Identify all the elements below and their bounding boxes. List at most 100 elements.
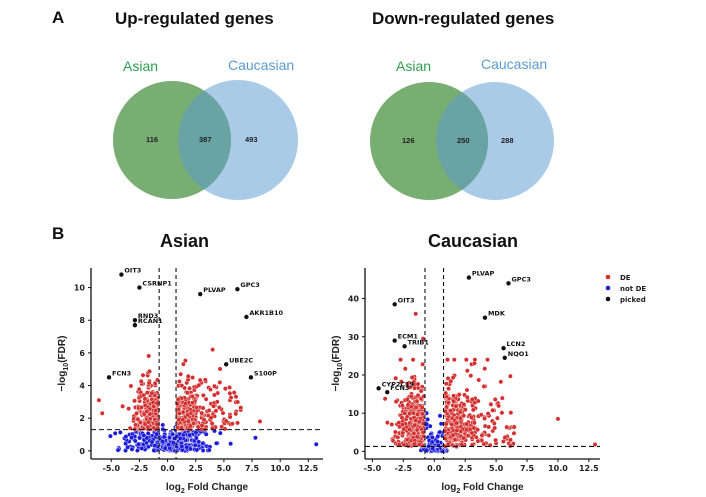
data-point-de [175, 397, 181, 402]
data-point-de [150, 399, 156, 405]
data-point-de [414, 398, 420, 404]
data-point-de [211, 403, 216, 409]
data-point-de [220, 410, 226, 416]
data-point-de [208, 387, 213, 392]
data-point-de [384, 420, 390, 426]
data-point-de [413, 311, 419, 317]
data-point-not-de [192, 442, 198, 448]
y-tick-label: 10 [74, 284, 86, 293]
gene-label: CSRNP1 [142, 280, 172, 288]
data-point-de [419, 405, 425, 410]
x-tick-label: 10.0 [548, 464, 568, 473]
data-point-de [154, 400, 160, 406]
data-point-de [209, 420, 215, 426]
data-point-not-de [136, 441, 141, 447]
legend-marker-picked [605, 296, 611, 302]
x-tick-label: 0.0 [160, 464, 175, 473]
data-point-de [176, 407, 182, 412]
x-tick-label: 7.5 [520, 464, 535, 473]
data-point-not-de [125, 444, 131, 450]
data-point-de [469, 415, 474, 420]
data-point-de [482, 416, 488, 421]
picked-point [482, 315, 488, 320]
venn-down-intersection: 250 [457, 136, 470, 145]
data-point-de [492, 425, 498, 431]
data-point-de [413, 405, 419, 410]
data-point-de [233, 411, 239, 417]
gene-label: UBE2C [229, 356, 253, 364]
data-point-not-de [253, 435, 258, 441]
data-point-not-de [145, 430, 151, 436]
gene-label: OIT3 [124, 267, 141, 275]
data-point-de [486, 424, 492, 430]
data-point-de [408, 393, 414, 399]
data-point-not-de [154, 431, 160, 437]
data-point-de [185, 418, 191, 424]
data-point-de [183, 401, 189, 406]
data-point-de [229, 421, 235, 427]
data-point-de [144, 390, 150, 396]
data-point-de [228, 395, 234, 400]
data-point-de [476, 377, 482, 383]
y-axis-label: −log10(FDR) [57, 336, 70, 392]
data-point-de [494, 415, 500, 421]
data-point-de [139, 405, 144, 410]
data-point-de [144, 409, 150, 414]
venn-down-overlap [436, 92, 488, 190]
y-tick-label: 4 [79, 382, 85, 391]
volcano-caucasian-title: Caucasian [428, 231, 519, 251]
data-point-not-de [187, 432, 193, 438]
y-tick-label: 20 [348, 371, 360, 380]
panel-a-label: A [52, 8, 65, 27]
legend: DE not DE picked [605, 274, 646, 304]
data-point-de [555, 416, 561, 422]
data-point-de [450, 375, 456, 380]
gene-label: CYP2C19 [382, 380, 415, 388]
x-tick-label: 12.5 [579, 464, 599, 473]
data-point-de [496, 403, 502, 409]
data-point-de [389, 422, 395, 427]
data-point-de [202, 377, 208, 383]
x-axis-label: log2 Fold Change [166, 482, 249, 495]
data-point-de [408, 404, 414, 410]
y-tick-label: 30 [348, 333, 360, 342]
data-point-de [481, 441, 487, 447]
data-point-de [223, 418, 229, 424]
venn-up-regulated: Asian Caucasian 116 387 493 [113, 57, 298, 200]
data-point-not-de [206, 447, 212, 453]
data-point-de [454, 427, 460, 433]
data-point-de [217, 366, 223, 372]
legend-label: picked [620, 296, 646, 304]
data-point-de [153, 408, 159, 413]
data-point-de [132, 398, 137, 404]
data-point-de [212, 392, 217, 398]
data-point-de [399, 403, 405, 409]
data-point-de [210, 347, 216, 353]
data-point-de [445, 441, 451, 447]
data-point-de [190, 375, 196, 380]
picked-point [137, 285, 142, 290]
gene-label: RND3 [138, 312, 158, 320]
y-tick-label: 2 [79, 414, 85, 423]
data-point-de [451, 393, 456, 399]
picked-point [392, 338, 397, 343]
data-point-de [180, 361, 186, 367]
data-point-not-de [429, 435, 435, 440]
data-point-de [499, 395, 505, 401]
data-point-de [194, 405, 199, 410]
gene-label: NQO1 [508, 350, 529, 358]
data-point-not-de [129, 446, 135, 452]
legend-marker-not-de [605, 285, 611, 291]
data-point-de [461, 402, 467, 407]
data-point-de [126, 406, 132, 412]
data-point-de [500, 439, 506, 444]
data-point-de [133, 422, 139, 428]
data-point-de [99, 410, 105, 416]
data-point-de [412, 441, 417, 447]
data-point-not-de [196, 439, 202, 445]
legend-label: DE [620, 274, 631, 282]
gene-label: GPC3 [240, 281, 259, 289]
data-point-not-de [217, 430, 223, 436]
venn-down-regulated: Asian Caucasian 126 250 288 [370, 56, 554, 200]
